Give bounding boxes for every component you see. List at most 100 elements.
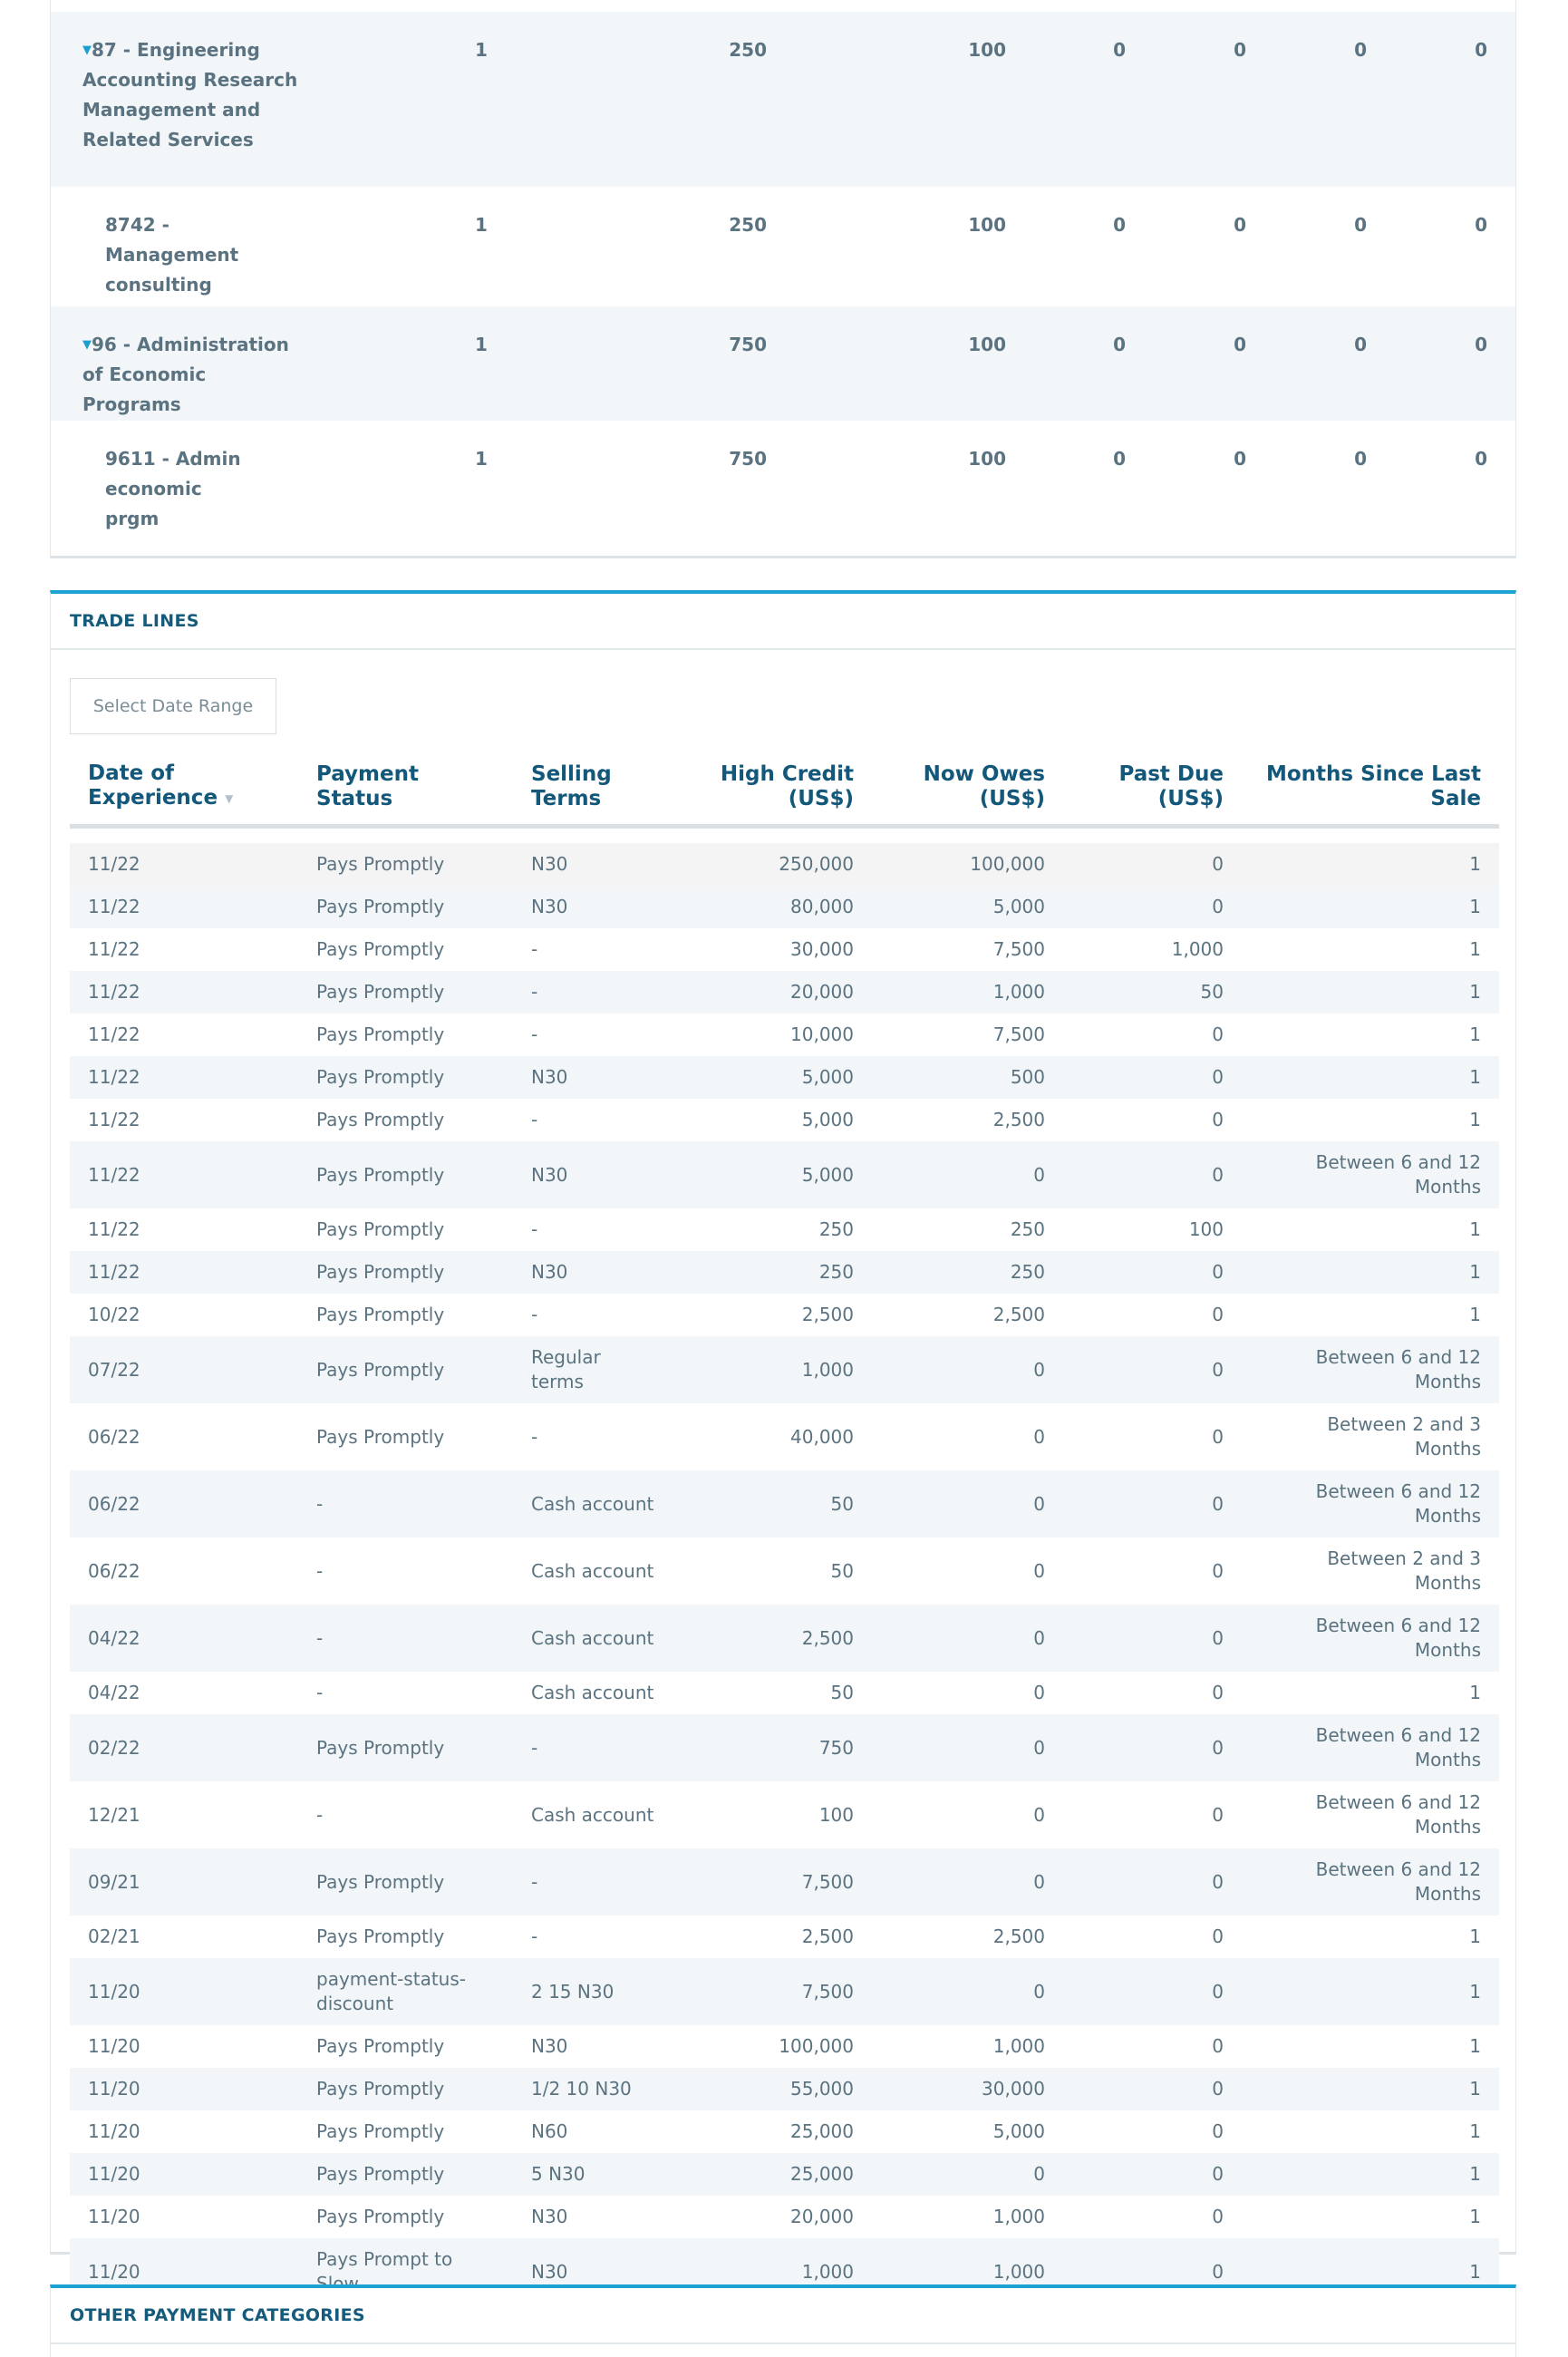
cell-past-due: 0	[1212, 1559, 1224, 1582]
industry-row[interactable]: ▼96 - Administration of Economic Program…	[51, 306, 1515, 421]
industry-name: 9611 - Admin economic prgm	[105, 448, 241, 529]
cell-months-since-last-sale: 1	[1469, 1109, 1481, 1130]
cell-past-due: 0	[1063, 1848, 1242, 1916]
cell-payment-status: -	[316, 1559, 324, 1582]
cell-past-due: 0	[1212, 1109, 1224, 1130]
cell-past-due: 0	[1063, 1958, 1242, 2025]
column-header-selling-terms[interactable]: Selling Terms	[513, 761, 676, 829]
cell-selling-terms: N30	[531, 2035, 568, 2057]
value: 0	[1113, 39, 1126, 61]
cell-now-owes: 1,000	[872, 971, 1063, 1014]
table-row: 04/22 - Cash account 50 0 0 1	[70, 1672, 1499, 1714]
cell-selling-terms: -	[513, 1848, 676, 1916]
table-row: 04/22- Cash account 2,500 0 0 Between 6 and 1…	[70, 1605, 1499, 1672]
value: 1	[475, 214, 488, 236]
cell-high-credit: 80,000	[676, 886, 872, 928]
cell-selling-terms: 2 15 N30	[513, 1958, 676, 2025]
value: 0	[1475, 448, 1487, 470]
table-row: 11/20 payment-status-discount 2 15 N30 7,50…	[70, 1958, 1499, 2025]
cell-payment-status: Pays Promptly	[316, 2120, 445, 2142]
caret-down-icon[interactable]: ▼	[82, 44, 92, 57]
cell-date: 06/22	[88, 1559, 140, 1582]
cell-now-owes: 2,500	[992, 1109, 1045, 1130]
cell-now-owes: 0	[872, 1470, 1063, 1537]
cell-high-credit: 250	[818, 1218, 854, 1240]
value: 0	[1113, 448, 1126, 470]
cell-past-due: 1,000	[1171, 938, 1224, 960]
cell-payment-status: Pays Promptly	[298, 843, 513, 886]
cell-months-since-last-sale: 1	[1469, 1218, 1481, 1240]
cell-selling-terms: N30	[513, 843, 676, 886]
cell-past-due: 0	[1063, 1251, 1242, 1294]
cell-high-credit: 7,500	[676, 1958, 872, 2025]
cell-months-since-last-sale: 1	[1242, 2068, 1499, 2110]
cell-now-owes: 1,000	[992, 2035, 1045, 2057]
cell-payment-status: Pays Promptly	[298, 1251, 513, 1294]
table-row: 11/22 Pays Promptly -20,000 1,000 50 1	[70, 971, 1499, 1014]
sort-caret-icon[interactable]: ▼	[225, 792, 234, 805]
cell-date: 02/22	[70, 1714, 298, 1781]
table-row: 09/21 Pays Promptly -7,500 0 0 Between 6 and …	[70, 1848, 1499, 1916]
cell-payment-status: Pays Promptly	[298, 1056, 513, 1099]
cell-payment-status: Pays Promptly	[316, 938, 445, 960]
cell-selling-terms: -	[531, 1304, 538, 1325]
cell-past-due: 0	[1212, 1023, 1224, 1045]
cell-selling-terms: -	[531, 1109, 538, 1130]
cell-payment-status: Pays Promptly	[298, 1714, 513, 1781]
table-row: 11/22 Pays Promptly - 30,000 7,500 1,000 1	[70, 928, 1499, 971]
cell-date: 07/22	[70, 1336, 298, 1403]
value: 0	[1354, 448, 1367, 470]
cell-date: 04/22	[70, 1605, 298, 1672]
column-header-months-since-last-sale[interactable]: Months Since Last Sale	[1242, 761, 1499, 829]
trade-lines-card: TRADE LINES Select Date Range Date of Ex…	[50, 590, 1516, 2305]
select-date-range-button[interactable]: Select Date Range	[70, 678, 276, 734]
column-header-high-credit[interactable]: High Credit (US$)	[676, 761, 872, 829]
cell-months-since-last-sale: Between 2 and 3 Months	[1327, 1547, 1481, 1594]
cell-payment-status: Pays Promptly	[298, 971, 513, 1014]
column-header-now-owes[interactable]: Now Owes (US$)	[872, 761, 1063, 829]
cell-now-owes: 5,000	[992, 2120, 1045, 2142]
cell-now-owes: 0	[872, 1141, 1063, 1208]
trade-lines-title: TRADE LINES	[51, 594, 1515, 650]
cell-date: 06/22	[88, 1425, 140, 1448]
industry-row[interactable]: ▼87 - Engineering Accounting Research Ma…	[51, 12, 1515, 187]
column-header-date[interactable]: Date of Experience ▼	[70, 761, 298, 829]
cell-high-credit: 5,000	[801, 1109, 854, 1130]
cell-now-owes: 100,000	[872, 843, 1063, 886]
cell-months-since-last-sale: 1	[1242, 1056, 1499, 1099]
cell-selling-terms: N30	[531, 2206, 568, 2227]
cell-selling-terms: -	[531, 1023, 538, 1045]
table-row: 11/22 Pays Promptly N30 80,000 5,000 0 1	[70, 886, 1499, 928]
cell-payment-status: Pays Promptly	[316, 1218, 445, 1240]
other-payment-categories-card: OTHER PAYMENT CATEGORIES	[50, 2284, 1516, 2357]
cell-date: 09/21	[70, 1848, 298, 1916]
cell-high-credit: 100	[818, 1803, 854, 1826]
value: 0	[1234, 334, 1246, 355]
cell-payment-status: Pays Promptly	[316, 1304, 445, 1325]
cell-past-due: 0	[1212, 2120, 1224, 2142]
cell-past-due: 0	[1063, 886, 1242, 928]
cell-months-since-last-sale: 1	[1469, 2035, 1481, 2057]
column-header-past-due[interactable]: Past Due (US$)	[1063, 761, 1242, 829]
cell-payment-status: Pays Promptly	[316, 2206, 445, 2227]
cell-date: 11/22	[70, 1141, 298, 1208]
cell-date: 11/22	[88, 938, 140, 960]
cell-now-owes: 0	[1033, 1682, 1045, 1703]
cell-now-owes: 250	[872, 1251, 1063, 1294]
cell-payment-status: Pays Promptly	[316, 1425, 445, 1448]
cell-selling-terms: N30	[513, 1251, 676, 1294]
cell-months-since-last-sale: 1	[1242, 1958, 1499, 2025]
column-header-payment-status[interactable]: Payment Status	[298, 761, 513, 829]
industry-name: 87 - Engineering Accounting Research Man…	[82, 39, 298, 150]
cell-date: 11/22	[70, 1251, 298, 1294]
cell-now-owes: 7,500	[992, 938, 1045, 960]
cell-payment-status: -	[298, 1605, 513, 1672]
cell-past-due: 0	[1063, 1056, 1242, 1099]
caret-down-icon[interactable]: ▼	[82, 338, 92, 352]
cell-date: 11/22	[70, 843, 298, 886]
cell-months-since-last-sale: 1	[1242, 843, 1499, 886]
cell-selling-terms: -	[531, 1218, 538, 1240]
cell-months-since-last-sale: Between 6 and 12 Months	[1315, 1791, 1481, 1838]
cell-selling-terms: 5 N30	[513, 2153, 676, 2196]
cell-high-credit: 25,000	[676, 2153, 872, 2196]
